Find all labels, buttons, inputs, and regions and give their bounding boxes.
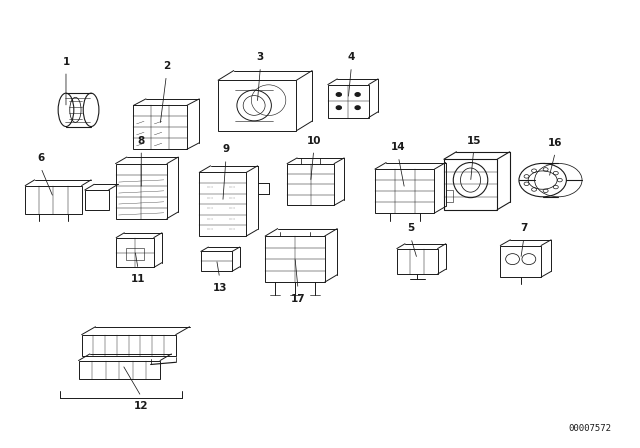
Text: 9: 9: [222, 144, 230, 155]
Circle shape: [355, 93, 360, 96]
Text: 3: 3: [257, 52, 264, 62]
Text: 6: 6: [37, 153, 45, 163]
Text: 13: 13: [212, 283, 227, 293]
Text: 1: 1: [62, 56, 70, 67]
Text: 15: 15: [467, 136, 481, 146]
Text: 8: 8: [138, 136, 145, 146]
Circle shape: [336, 106, 341, 109]
Text: 2: 2: [163, 61, 170, 71]
Bar: [328, 85, 369, 117]
Text: 12: 12: [134, 401, 148, 411]
Circle shape: [355, 106, 360, 109]
Bar: [82, 335, 176, 356]
Bar: [125, 248, 145, 260]
Bar: [199, 172, 246, 236]
Bar: [287, 164, 334, 205]
Text: 00007572: 00007572: [569, 423, 612, 433]
Bar: [116, 237, 154, 267]
Bar: [201, 251, 232, 271]
Text: 4: 4: [348, 52, 355, 62]
Bar: [397, 249, 438, 274]
Text: 5: 5: [407, 224, 415, 233]
Bar: [133, 105, 187, 149]
Bar: [25, 185, 82, 214]
Text: 17: 17: [291, 293, 305, 304]
Bar: [375, 169, 435, 213]
Bar: [500, 246, 541, 277]
Text: 16: 16: [548, 138, 563, 148]
Bar: [218, 80, 296, 131]
Bar: [116, 164, 167, 219]
Bar: [85, 190, 109, 210]
Bar: [79, 361, 160, 379]
Text: 11: 11: [131, 274, 145, 284]
Text: 7: 7: [520, 224, 527, 233]
Bar: [444, 159, 497, 210]
Text: 10: 10: [307, 136, 321, 146]
Bar: [265, 236, 324, 282]
Text: 14: 14: [391, 142, 406, 152]
Circle shape: [336, 93, 341, 96]
Bar: [445, 190, 453, 202]
